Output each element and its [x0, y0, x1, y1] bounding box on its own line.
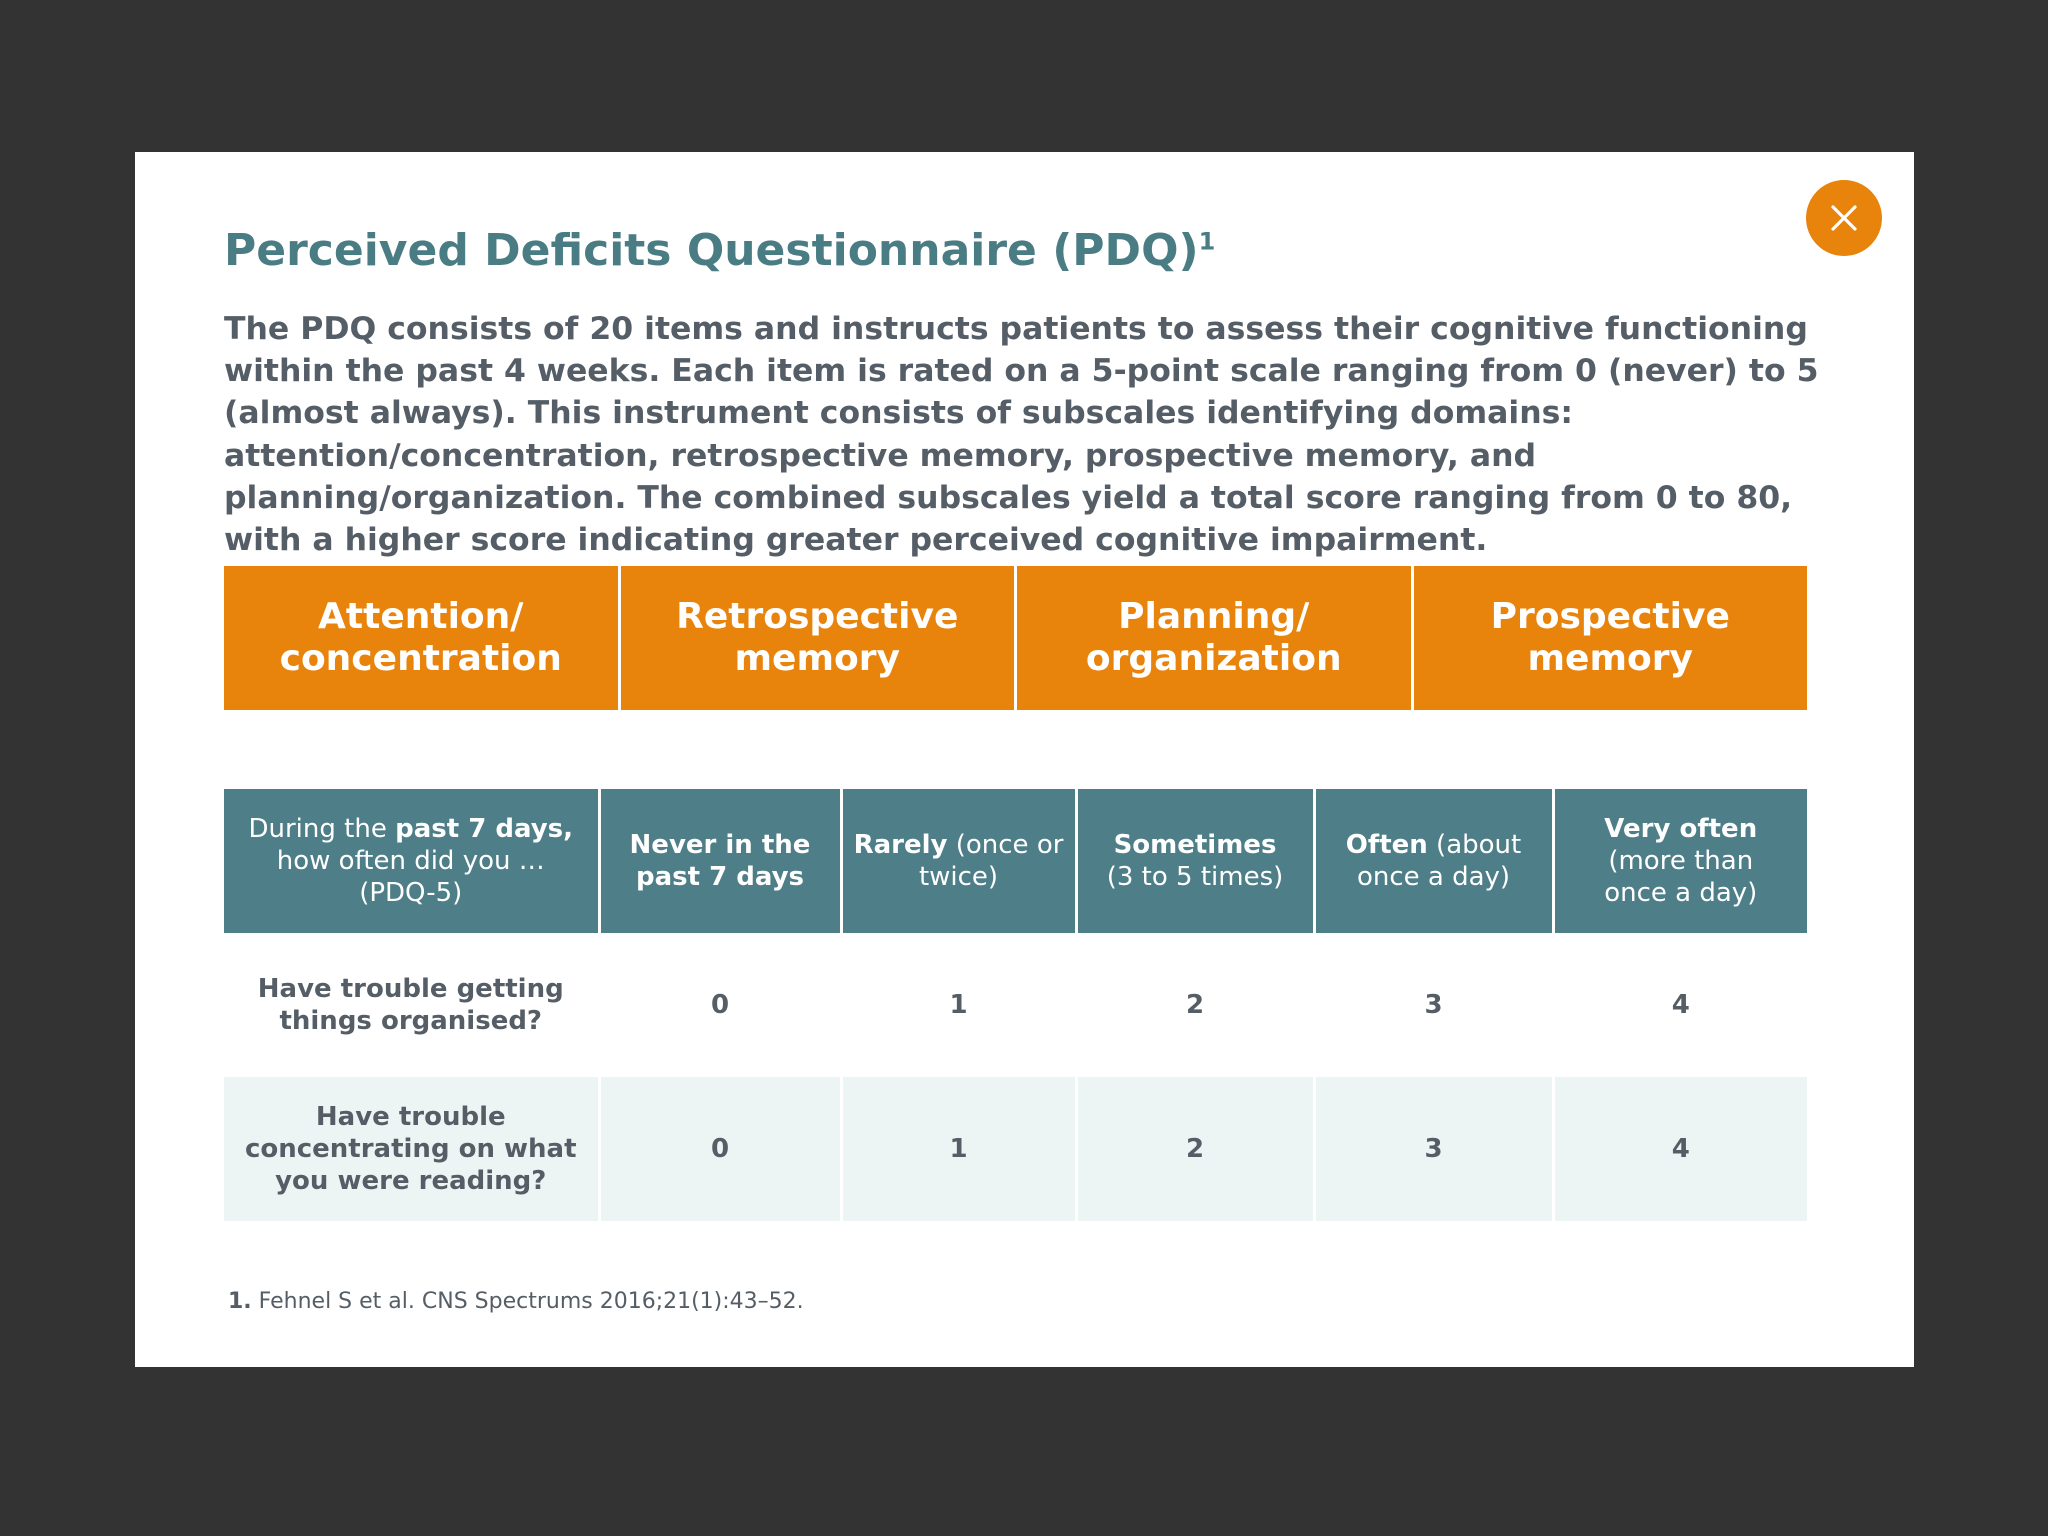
score-cell: 1: [839, 1077, 1076, 1221]
table-header-row: During the past 7 days, how often did yo…: [224, 789, 1807, 933]
score-cell: 4: [1551, 1077, 1807, 1221]
score-cell: 1: [839, 933, 1076, 1077]
column-header-often: Often (about once a day): [1312, 789, 1553, 933]
pdq-table: During the past 7 days, how often did yo…: [224, 789, 1807, 1221]
score-cell: 0: [597, 933, 841, 1077]
column-header-never: Never in the past 7 days: [597, 789, 841, 933]
score-cell: 0: [597, 1077, 841, 1221]
footnote-text: Fehnel S et al. CNS Spectrums 2016;21(1)…: [251, 1289, 804, 1314]
close-icon: [1831, 205, 1857, 231]
close-button[interactable]: [1806, 180, 1882, 256]
score-cell: 3: [1312, 933, 1553, 1077]
column-header-sometimes: Sometimes (3 to 5 times): [1074, 789, 1314, 933]
table-row: Have trouble getting things organised? 0…: [224, 933, 1807, 1077]
intro-paragraph: The PDQ consists of 20 items and instruc…: [224, 311, 1819, 559]
domain-attention: Attention/ concentration: [224, 566, 618, 710]
column-header-very-often: Very often (more than once a day): [1551, 789, 1807, 933]
title-text: Perceived Deficits Questionnaire (PDQ): [224, 225, 1199, 276]
footnote: 1. Fehnel S et al. CNS Spectrums 2016;21…: [228, 1287, 804, 1317]
domain-prospective-memory: Prospective memory: [1410, 566, 1807, 710]
page-title: Perceived Deficits Questionnaire (PDQ)1: [224, 222, 1215, 280]
row-question: Have trouble getting things organised?: [257, 974, 564, 1036]
score-cell: 4: [1551, 933, 1807, 1077]
column-header-rarely: Rarely (once or twice): [839, 789, 1076, 933]
score-cell: 3: [1312, 1077, 1553, 1221]
score-cell: 2: [1074, 1077, 1314, 1221]
question-column-header: During the past 7 days, how often did yo…: [224, 789, 599, 933]
footnote-number: 1.: [228, 1289, 252, 1314]
domain-banner: Attention/ concentration Retrospective m…: [224, 566, 1807, 710]
domain-planning: Planning/ organization: [1014, 566, 1411, 710]
score-cell: 2: [1074, 933, 1314, 1077]
title-footnote-ref: 1: [1198, 227, 1216, 256]
domain-retrospective-memory: Retrospective memory: [617, 566, 1014, 710]
row-question: Have trouble concentrating on what you w…: [224, 1077, 599, 1221]
table-row: Have trouble concentrating on what you w…: [224, 1077, 1807, 1221]
